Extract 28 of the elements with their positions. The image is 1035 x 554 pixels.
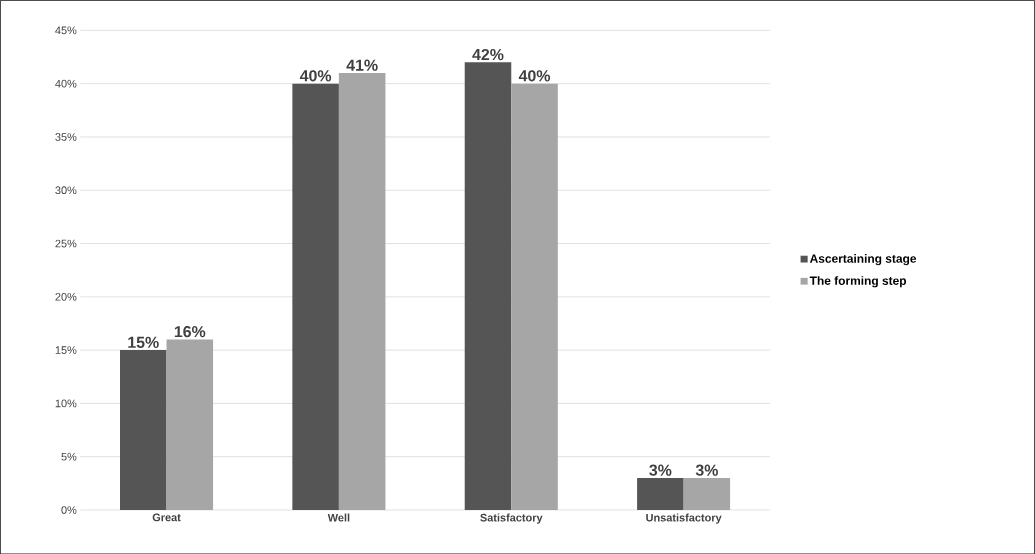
x-tick-label: Great	[152, 513, 181, 522]
legend-label: The forming step	[809, 276, 907, 288]
data-label: 3%	[649, 464, 672, 476]
legend-label: Ascertaining stage	[809, 253, 917, 266]
y-tick-label: 25%	[55, 239, 77, 248]
bar	[292, 83, 339, 510]
y-tick-label: 45%	[55, 26, 77, 35]
data-label: 41%	[346, 59, 378, 71]
x-tick-label: Satisfactory	[480, 513, 543, 524]
bar	[119, 349, 167, 510]
y-tick-label: 40%	[55, 79, 77, 88]
data-label: 15%	[128, 336, 159, 348]
x-tick-label: Well	[327, 513, 350, 522]
y-tick-label: 35%	[55, 132, 77, 141]
data-label: 3%	[695, 464, 718, 476]
y-tick-label: 15%	[55, 346, 77, 354]
data-label: 16%	[174, 325, 206, 338]
data-label: 40%	[518, 70, 551, 82]
data-label: 40%	[299, 70, 332, 82]
data-label: 42%	[472, 48, 504, 60]
y-tick-label: 20%	[55, 292, 77, 301]
y-tick-label: 30%	[55, 186, 77, 194]
bar	[637, 477, 684, 510]
y-tick-label: 10%	[55, 399, 77, 408]
y-tick-label: 5%	[61, 452, 77, 461]
bar	[464, 62, 512, 510]
y-tick-label: 0%	[61, 505, 77, 514]
x-tick-label: Unsatisfactory	[646, 513, 722, 524]
